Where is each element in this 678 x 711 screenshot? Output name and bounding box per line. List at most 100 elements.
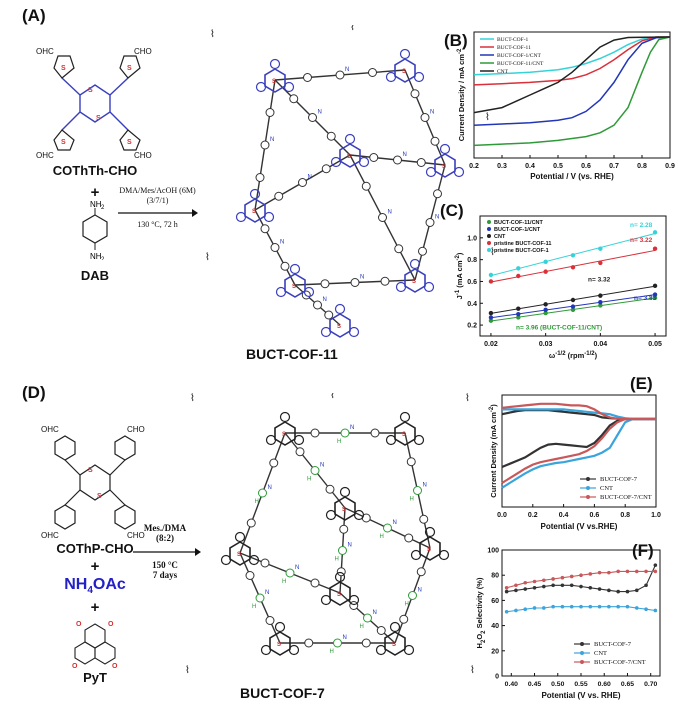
x-tick-label: 0.04 [594, 341, 608, 348]
legend-label: BUCT-COF-7/CNT [600, 494, 652, 501]
phenyl-ring [376, 626, 386, 635]
phenyl-ring [313, 300, 322, 310]
phenyl-ring [295, 447, 305, 457]
y-tick-label: 40 [491, 623, 499, 630]
legend-label: BUCT-COF-1/CNT [497, 53, 541, 59]
panel-label-d: (D) [22, 383, 46, 402]
phenyl-ring [416, 567, 426, 577]
n-atom: N [360, 275, 364, 281]
data-point [597, 587, 602, 591]
x-tick-label: 0.40 [505, 681, 518, 688]
aldehyde-label: OHC [41, 531, 59, 540]
data-point [597, 570, 602, 575]
reaction-arrow-a [118, 209, 198, 217]
plus-sign: + [90, 184, 100, 201]
data-point [532, 586, 537, 590]
x-tick-label: 0.60 [598, 681, 611, 688]
data-point [543, 259, 548, 265]
series-line [473, 36, 671, 114]
aldehyde-label: CHO [127, 425, 145, 434]
aldehyde-label: OHC [36, 47, 54, 56]
thiophene-ring [248, 554, 260, 566]
thiophene-ring [279, 411, 291, 423]
data-point [579, 584, 583, 589]
s-atom: S [237, 552, 241, 558]
n-atom: N [343, 635, 347, 641]
h-atom: H [337, 439, 341, 445]
h-atom: H [335, 557, 339, 563]
data-point [588, 572, 593, 576]
x-tick-label: 0.02 [484, 341, 498, 348]
legend-label: BUCT-COF-1 [497, 37, 529, 43]
legend-label: pristine BUCT-COF-1 [494, 248, 549, 254]
y-axis-label: J-1 (mA cm-2) [455, 252, 464, 299]
x-tick-label: 0.8 [637, 163, 647, 170]
phenyl-ring [298, 178, 307, 187]
legend-marker [586, 495, 590, 499]
data-point [532, 606, 537, 610]
n-atom: N [270, 137, 274, 143]
y-tick-label: 0.6 [467, 279, 477, 286]
monomer-name-d: COThP-CHO [56, 541, 134, 556]
phenyl-ring [289, 94, 299, 104]
data-point [653, 608, 658, 613]
thiophene-ring [274, 621, 286, 633]
reagent-tail: OAc [92, 576, 126, 593]
thiophene-ring [353, 509, 365, 521]
condition-line: 130 °C, 72 h [137, 220, 178, 229]
x-tick-label: 0.4 [525, 163, 535, 170]
data-point [542, 606, 546, 610]
s-atom: S [282, 432, 286, 438]
y-tick-label: 1.0 [467, 235, 477, 242]
x-tick-label: 1.0 [651, 512, 661, 519]
x-tick-label: 0.4 [559, 512, 569, 519]
data-point [598, 299, 603, 305]
thiophene-ring [275, 286, 287, 298]
data-point [634, 606, 639, 610]
data-point [560, 575, 565, 580]
n-atom: N [350, 425, 354, 431]
series-line [473, 36, 671, 147]
phenyl-ring [361, 181, 371, 191]
x-tick-label: 0.6 [581, 163, 591, 170]
thiophene-ring [389, 621, 401, 633]
legend-label: BUCT-COF-7 [600, 476, 638, 483]
data-point [588, 604, 593, 609]
data-point [569, 583, 574, 588]
condition-line: 7 days [152, 570, 178, 580]
legend-label: CNT [494, 234, 506, 240]
phenyl-ring [433, 189, 442, 199]
n-atom: N [320, 463, 324, 469]
phenyl-ring [363, 613, 372, 623]
data-point [616, 569, 620, 574]
phenyl-ring [368, 68, 377, 77]
s-atom: S [392, 642, 396, 648]
y-tick-label: 20 [491, 648, 499, 655]
plus-sign: + [90, 558, 100, 575]
product-name-d: BUCT-COF-7 [240, 685, 325, 701]
thiophene-ring [265, 434, 277, 446]
data-point [598, 303, 603, 308]
x-tick-label: 0.03 [539, 341, 553, 348]
s-atom: S [402, 432, 406, 438]
data-point [516, 311, 521, 317]
data-point [570, 304, 576, 309]
phenyl-ring [325, 484, 335, 494]
framework-node [284, 273, 306, 298]
data-point [579, 573, 583, 577]
phenyl-ring [255, 173, 265, 182]
terminal-group: ⌇ [205, 252, 210, 263]
thiophene-ring [235, 211, 247, 223]
data-point [504, 586, 509, 590]
x-tick-label: 0.0 [497, 512, 507, 519]
phenyl-ring [419, 514, 429, 524]
legend-label: CNT [497, 69, 509, 75]
legend-swatch [487, 248, 491, 252]
data-point [543, 269, 548, 274]
h-atom: H [255, 499, 259, 505]
ammonium-acetate-label: NH4OAc [30, 576, 160, 596]
data-point [504, 589, 509, 594]
phenyl-ring [380, 276, 390, 286]
legend-label: BUCT-COF-11/CNT [494, 220, 544, 226]
n-annotation: n= 3.22 [630, 237, 653, 244]
